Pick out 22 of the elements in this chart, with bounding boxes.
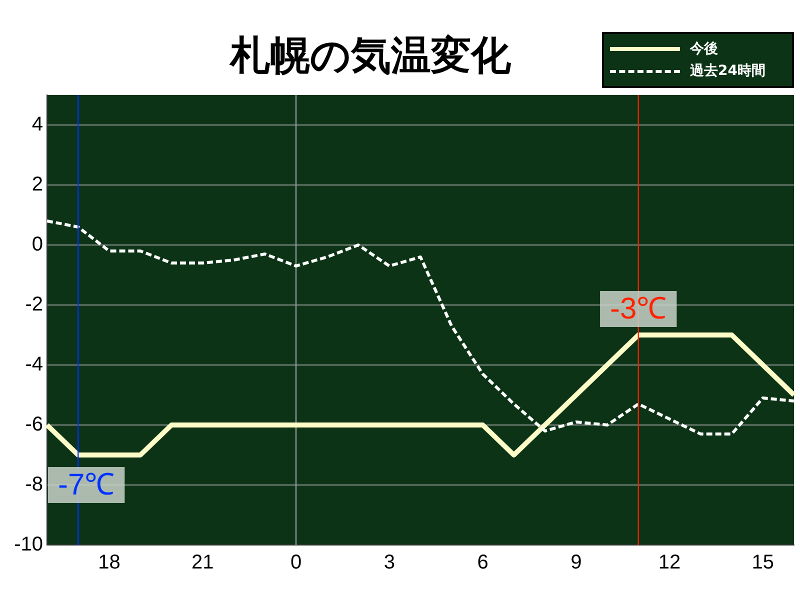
y-tick-label: -2 — [25, 294, 43, 316]
annotation: -3℃ — [610, 292, 667, 326]
y-tick-label: -8 — [25, 474, 43, 496]
x-tick-label: 18 — [98, 552, 120, 574]
x-tick-label: 3 — [384, 552, 395, 574]
y-tick-label: -6 — [25, 414, 43, 436]
x-tick-label: 6 — [477, 552, 488, 574]
y-tick-label: -10 — [14, 534, 43, 556]
y-tick-label: 4 — [32, 114, 43, 136]
x-tick-label: 21 — [192, 552, 214, 574]
x-tick-label: 9 — [570, 552, 582, 574]
chart-title: 札幌の気温変化 — [230, 32, 511, 81]
legend-label: 過去24時間 — [690, 62, 766, 80]
legend-label: 今後 — [690, 40, 718, 58]
y-tick-label: 0 — [32, 234, 43, 256]
y-tick-label: 2 — [32, 174, 43, 196]
x-tick-label: 12 — [658, 552, 681, 574]
line-series — [46, 220, 796, 436]
annotation: -7℃ — [58, 468, 115, 502]
y-tick-label: -4 — [25, 354, 43, 376]
x-tick-label: 0 — [290, 552, 302, 574]
x-tick-label: 15 — [752, 552, 774, 574]
